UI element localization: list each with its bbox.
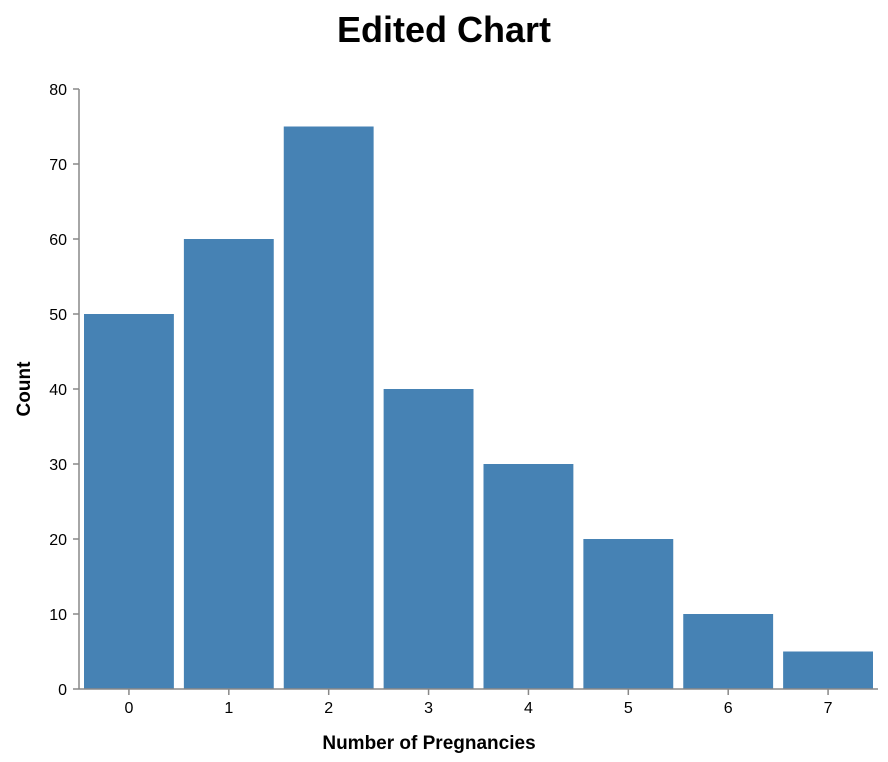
y-tick-label: 80 <box>49 82 67 99</box>
x-tick-label: 6 <box>724 700 733 717</box>
x-axis: 0 1 2 3 4 5 6 7 <box>79 688 878 717</box>
x-tick-label: 7 <box>824 700 833 717</box>
chart-title: Edited Chart <box>337 9 551 50</box>
bar-0 <box>84 314 174 689</box>
x-tick-label: 3 <box>424 700 433 717</box>
x-axis-title: Number of Pregnancies <box>322 733 535 754</box>
bar-1 <box>183 239 274 689</box>
y-axis: 0 10 20 30 40 50 60 70 80 <box>49 82 80 699</box>
y-tick-label: 50 <box>49 307 67 324</box>
x-tick-label: 5 <box>624 700 633 717</box>
bar-7 <box>783 651 873 689</box>
bar-5 <box>583 539 674 689</box>
x-tick-label: 2 <box>324 700 333 717</box>
y-tick-label: 20 <box>49 532 67 549</box>
bar-4 <box>483 464 574 689</box>
y-axis-title: Count <box>14 361 35 417</box>
y-tick-label: 10 <box>49 607 67 624</box>
y-tick-label: 60 <box>49 232 67 249</box>
x-tick-label: 1 <box>224 700 233 717</box>
y-tick-label: 70 <box>49 157 67 174</box>
x-tick-label: 0 <box>124 700 133 717</box>
y-tick-label: 0 <box>58 682 67 699</box>
bars-group <box>84 126 873 689</box>
y-tick-label: 40 <box>49 382 67 399</box>
bar-2 <box>283 126 374 689</box>
x-tick-label: 4 <box>524 700 533 717</box>
y-tick-label: 30 <box>49 457 67 474</box>
bar-3 <box>383 389 474 689</box>
bar-6 <box>683 614 774 689</box>
